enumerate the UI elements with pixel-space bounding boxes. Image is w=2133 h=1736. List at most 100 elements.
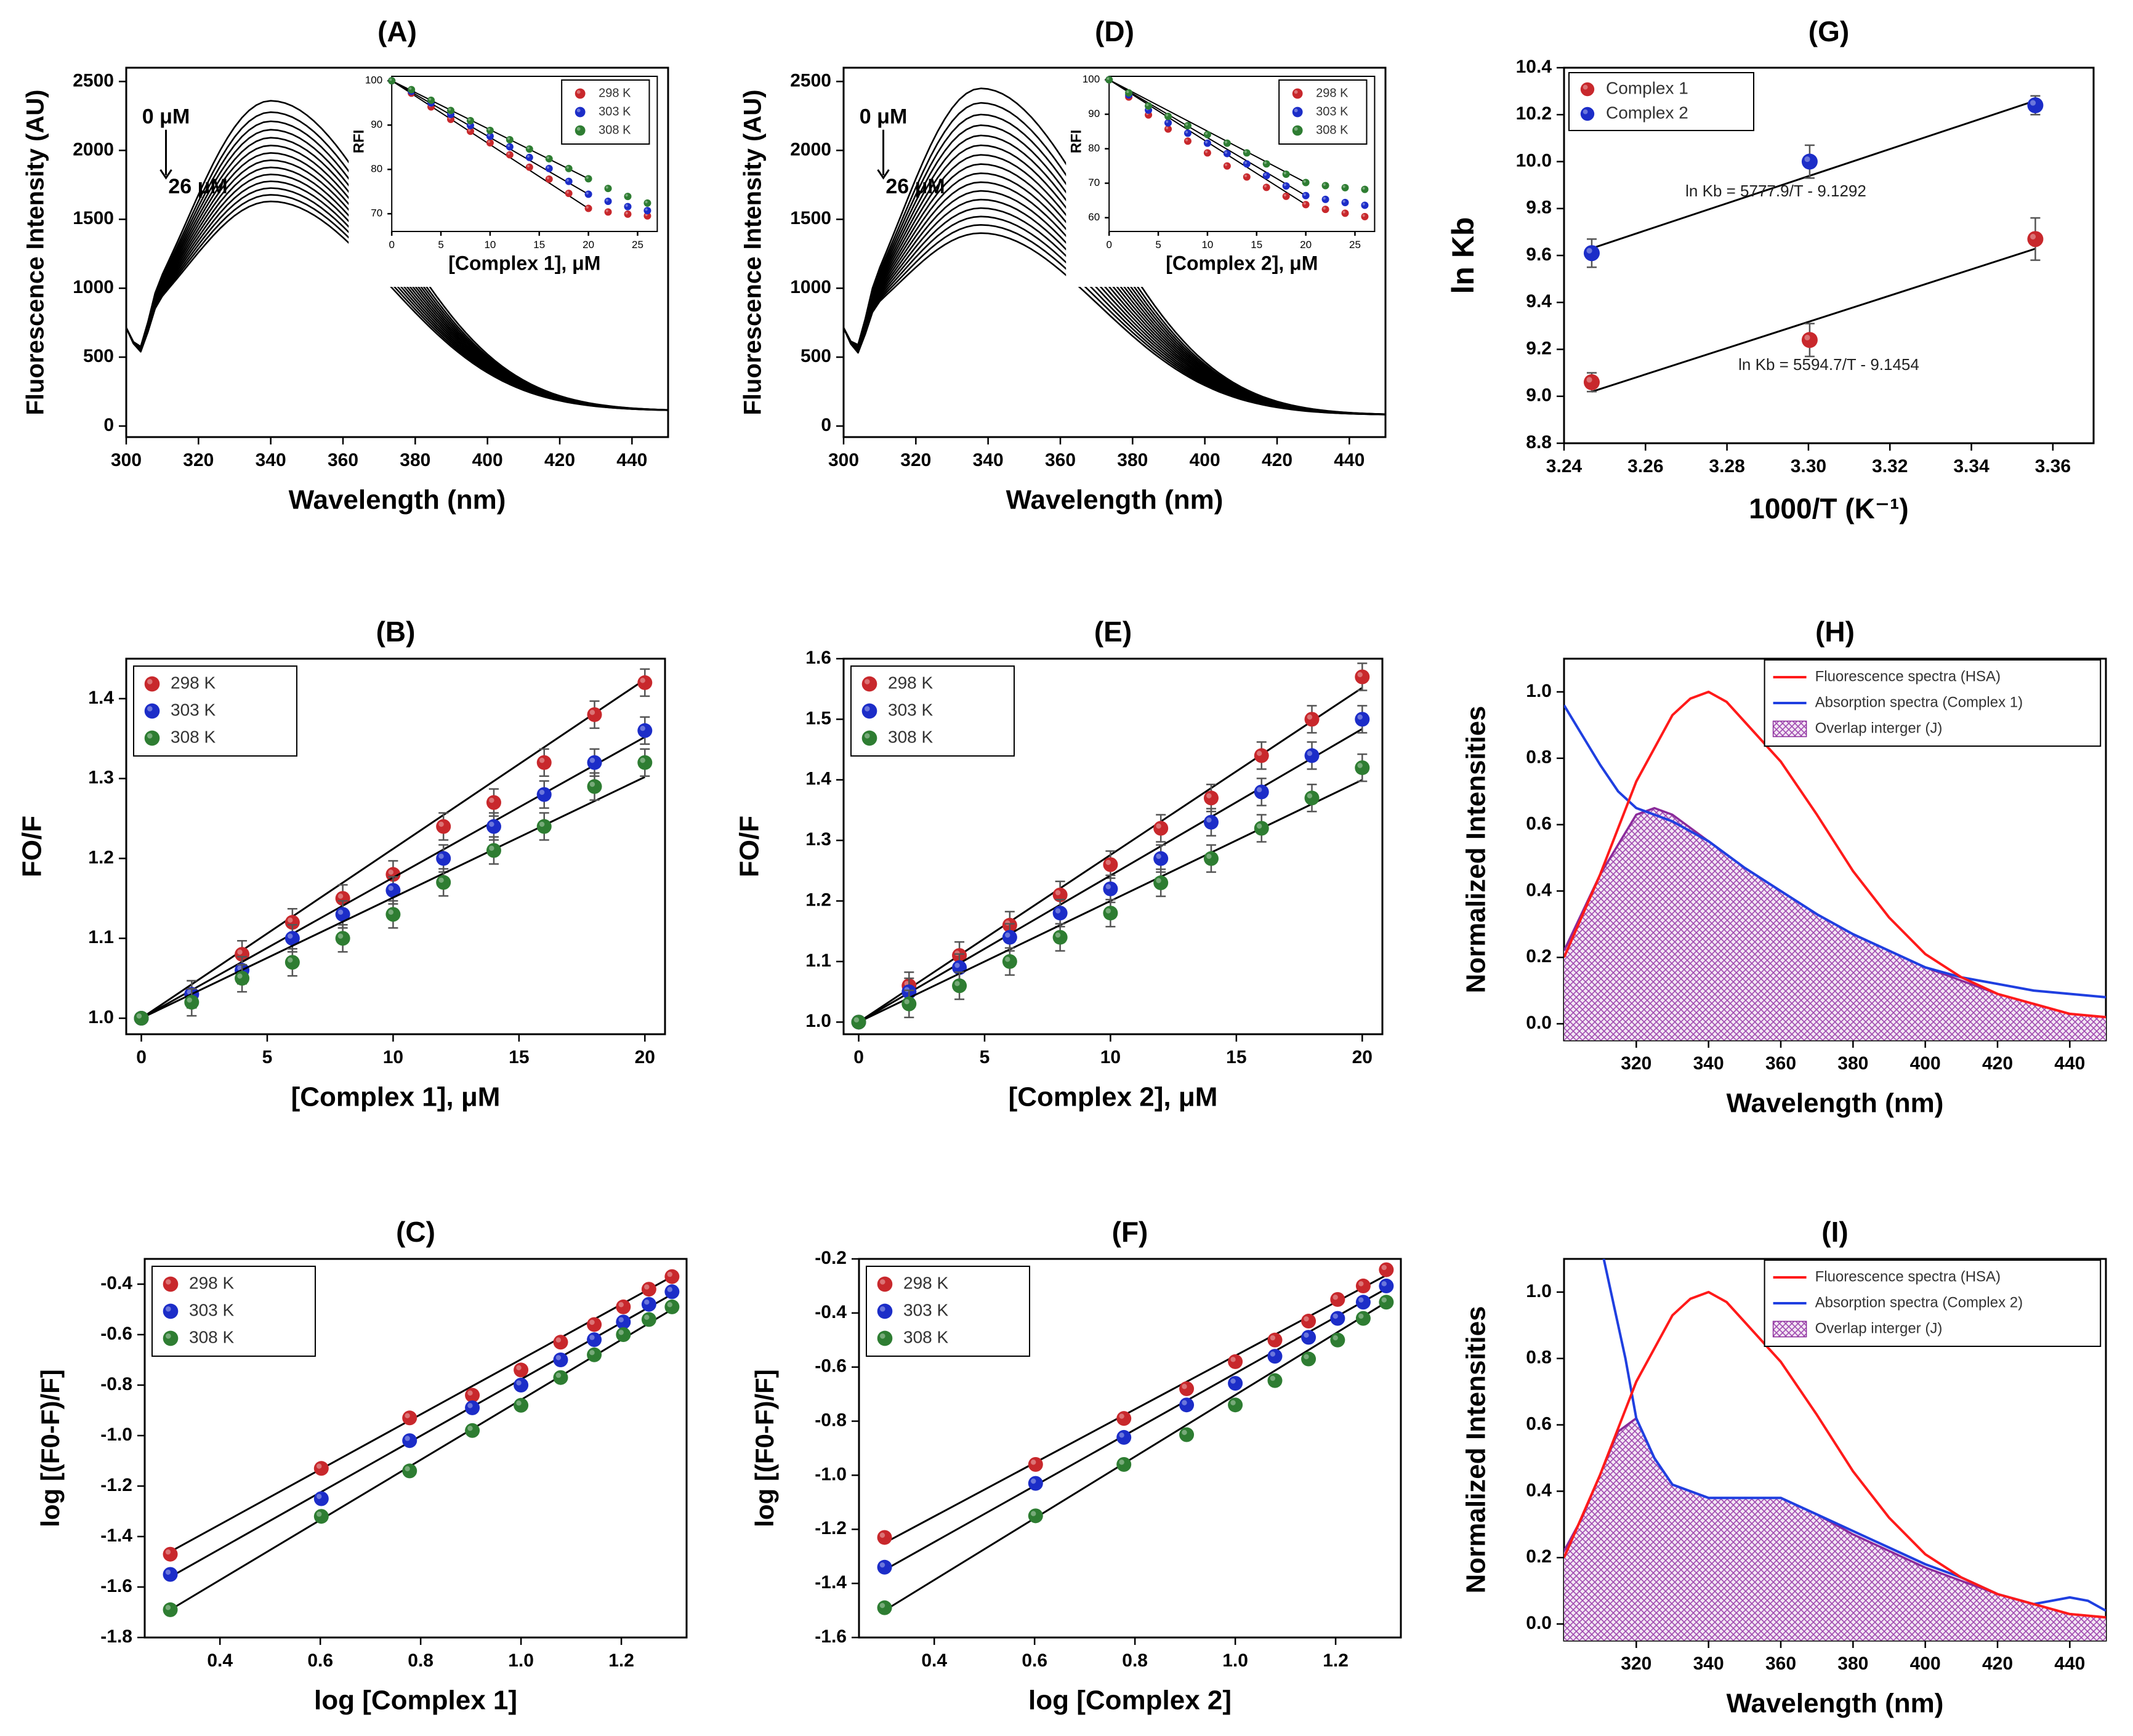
x-tick-label: 420 bbox=[1982, 1654, 2013, 1674]
x-tick-label: 0 bbox=[136, 1047, 147, 1067]
x-axis-label: [Complex 1], μM bbox=[291, 1082, 501, 1112]
data-point bbox=[877, 1559, 892, 1575]
data-point-highlight bbox=[165, 1549, 171, 1555]
data-point bbox=[1801, 332, 1818, 348]
inset-point-highlight bbox=[1185, 139, 1188, 142]
legend-swatch bbox=[1772, 1320, 1807, 1338]
inset-point-highlight bbox=[546, 156, 550, 159]
legend-label: 303 K bbox=[1316, 105, 1349, 118]
data-point-highlight bbox=[1358, 1297, 1364, 1303]
x-tick-label: 25 bbox=[1349, 239, 1361, 251]
data-point bbox=[1228, 1397, 1243, 1413]
inset-point bbox=[1243, 160, 1251, 168]
inset-point-highlight bbox=[586, 206, 589, 209]
inset-point bbox=[1183, 137, 1191, 145]
data-point bbox=[1028, 1508, 1043, 1524]
data-point bbox=[514, 1397, 529, 1413]
inset-point-highlight bbox=[1303, 202, 1306, 205]
legend-marker bbox=[877, 1276, 893, 1292]
data-point-highlight bbox=[1105, 908, 1111, 914]
legend-label: Overlap interger (J) bbox=[1815, 1320, 1943, 1336]
inset-point-highlight bbox=[546, 166, 550, 169]
data-point-highlight bbox=[337, 933, 344, 939]
legend-marker bbox=[877, 1330, 893, 1346]
x-axis-label: [Complex 2], μM bbox=[1009, 1082, 1218, 1112]
data-point bbox=[587, 1347, 602, 1362]
plot-frame bbox=[125, 657, 666, 1035]
data-point bbox=[553, 1352, 568, 1367]
inset-point bbox=[1203, 139, 1211, 147]
data-point bbox=[2027, 231, 2044, 247]
inset-point-highlight bbox=[1323, 207, 1326, 210]
inset-point-highlight bbox=[1264, 185, 1267, 188]
y-tick-label: 1.0 bbox=[1526, 681, 1552, 701]
data-point bbox=[1203, 851, 1219, 866]
inset-y-label: RFI bbox=[351, 130, 368, 154]
x-tick-label: 340 bbox=[973, 450, 1004, 470]
x-tick-label: 400 bbox=[1910, 1053, 1941, 1074]
y-tick-label: 100 bbox=[365, 74, 382, 86]
data-point bbox=[664, 1269, 680, 1284]
x-tick-label: 20 bbox=[1300, 239, 1312, 251]
data-point-highlight bbox=[516, 1380, 522, 1386]
fluorescence-curve bbox=[1564, 690, 2106, 1019]
data-point-highlight bbox=[667, 1287, 672, 1292]
data-point bbox=[163, 1602, 178, 1617]
series-Complex-1 bbox=[1583, 217, 2044, 393]
data-point-highlight bbox=[1270, 1335, 1276, 1341]
data-point-highlight bbox=[1307, 793, 1313, 798]
inset-point bbox=[624, 203, 632, 211]
legend-label: 303 K bbox=[171, 700, 216, 719]
inset-point bbox=[643, 199, 651, 207]
legend-marker bbox=[877, 1303, 893, 1319]
x-tick-label: 3.34 bbox=[1953, 456, 1990, 476]
legend-marker-highlight bbox=[147, 705, 153, 712]
data-point bbox=[1267, 1332, 1283, 1348]
inset-point bbox=[1282, 171, 1290, 179]
data-point-highlight bbox=[516, 1365, 522, 1370]
inset-point-highlight bbox=[625, 212, 628, 215]
y-tick-label: 10.4 bbox=[1516, 57, 1552, 77]
data-point bbox=[1153, 875, 1169, 891]
inset-point bbox=[486, 126, 494, 134]
data-point bbox=[1355, 712, 1370, 727]
data-point-highlight bbox=[1031, 1511, 1036, 1516]
inset-point-highlight bbox=[1303, 180, 1306, 183]
inset-point-highlight bbox=[1205, 132, 1208, 135]
data-point bbox=[284, 955, 300, 970]
inset-point bbox=[447, 106, 455, 115]
fit-equation-complex-1: ln Kb = 5594.7/T - 9.1454 bbox=[1738, 355, 1919, 374]
panel-title: (B) bbox=[376, 616, 416, 648]
plot-area bbox=[1564, 1259, 2106, 1641]
data-point-highlight bbox=[2030, 233, 2036, 239]
fit-line bbox=[1591, 100, 2036, 249]
x-tick-label: 20 bbox=[635, 1047, 655, 1067]
y-tick-label: 1.5 bbox=[805, 708, 831, 728]
data-point bbox=[1330, 1311, 1345, 1326]
y-tick-label: 90 bbox=[371, 119, 382, 131]
y-tick-label: 1.0 bbox=[805, 1011, 831, 1031]
data-point-highlight bbox=[1206, 793, 1212, 798]
data-point-highlight bbox=[555, 1372, 562, 1378]
data-point-highlight bbox=[2030, 100, 2036, 106]
inset-point-highlight bbox=[1205, 150, 1208, 153]
data-point-highlight bbox=[618, 1330, 624, 1335]
y-tick-label: 9.0 bbox=[1526, 385, 1552, 406]
data-point-highlight bbox=[555, 1337, 562, 1343]
x-tick-label: 320 bbox=[1621, 1053, 1651, 1074]
data-point bbox=[1203, 814, 1219, 830]
data-point bbox=[877, 1600, 892, 1615]
data-point bbox=[1379, 1262, 1394, 1277]
inset-point bbox=[486, 132, 494, 140]
data-point bbox=[1052, 930, 1068, 945]
data-point bbox=[1330, 1292, 1345, 1307]
inset-point bbox=[466, 117, 474, 124]
data-point bbox=[1583, 374, 1600, 390]
annotation-top: 0 μM bbox=[860, 105, 907, 129]
x-tick-label: 300 bbox=[111, 450, 142, 470]
data-point-highlight bbox=[589, 1319, 595, 1325]
data-point-highlight bbox=[1031, 1460, 1036, 1465]
annotation-arrowhead bbox=[159, 169, 172, 180]
panel-title: (G) bbox=[1808, 15, 1849, 47]
x-tick-label: 15 bbox=[533, 239, 545, 251]
